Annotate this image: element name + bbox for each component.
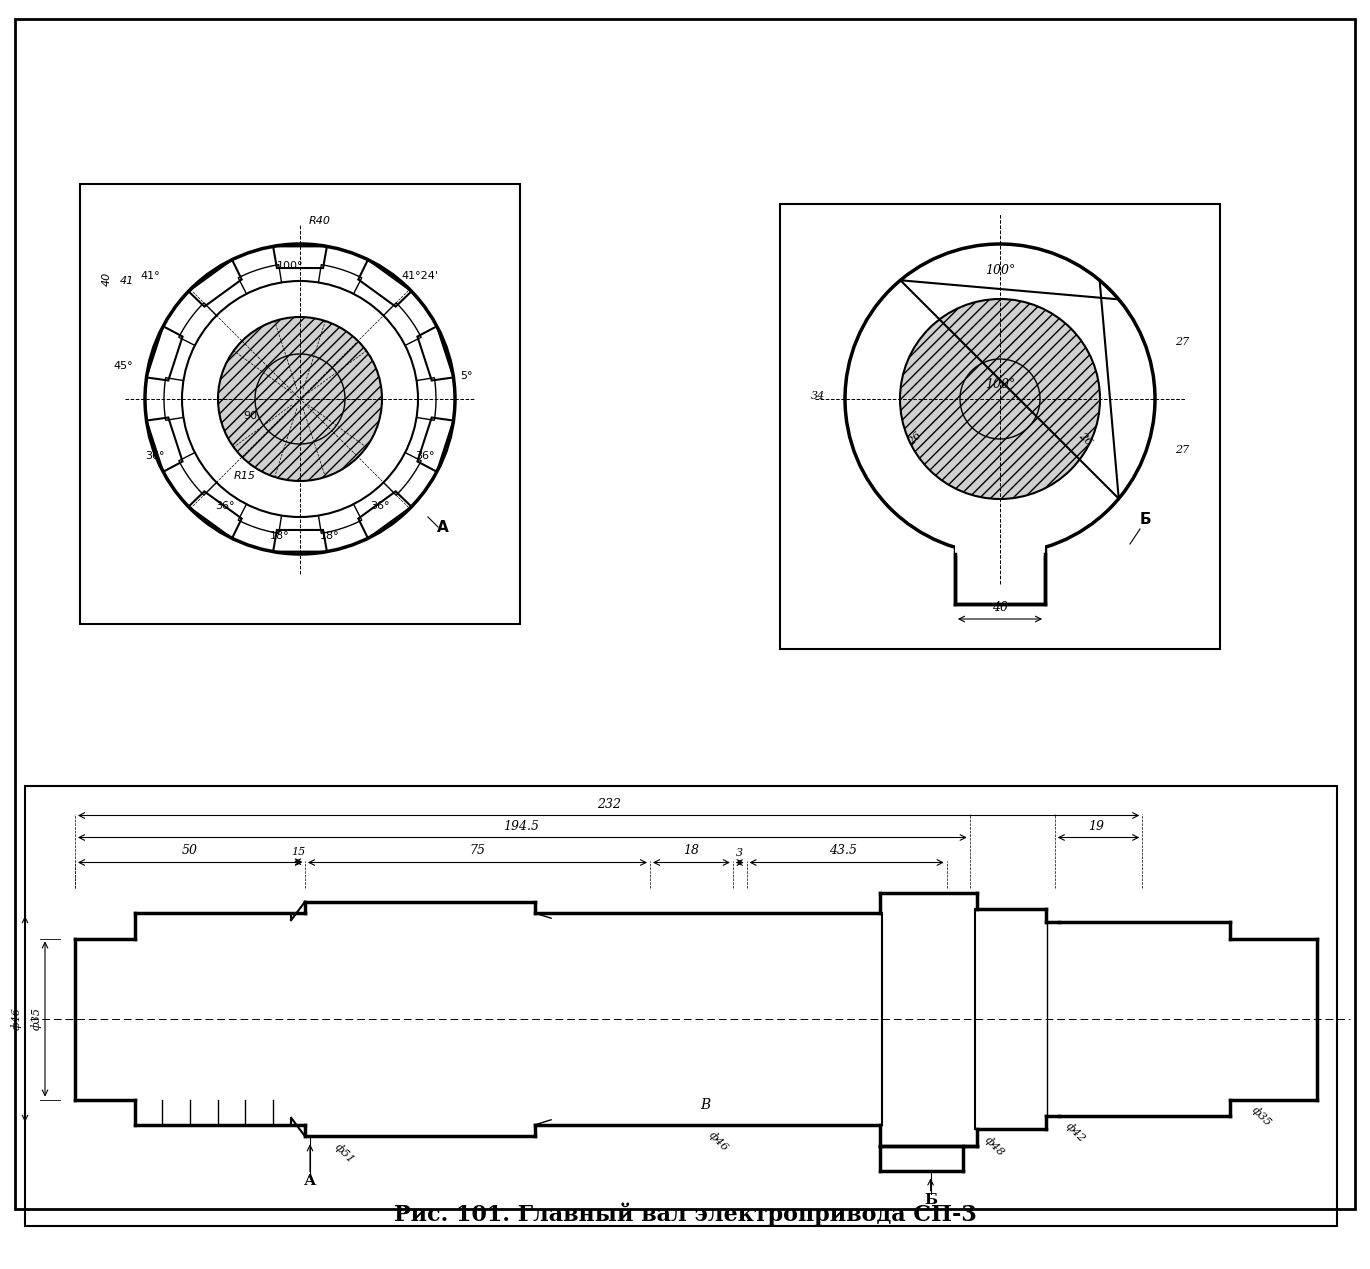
Circle shape (218, 317, 382, 481)
Text: R15: R15 (234, 471, 256, 481)
Text: 19: 19 (1088, 820, 1104, 832)
Text: ф35: ф35 (32, 1008, 42, 1030)
Text: 15: 15 (290, 846, 306, 857)
Text: 36°: 36° (370, 501, 389, 511)
Text: А: А (437, 520, 449, 536)
Text: Б: Б (1140, 511, 1151, 527)
Text: 36°: 36° (415, 450, 434, 461)
Text: 36°: 36° (215, 501, 234, 511)
Text: 5°: 5° (460, 371, 473, 381)
Text: В: В (700, 1098, 710, 1112)
Bar (780, 204, 1221, 648)
Text: 75: 75 (470, 844, 485, 858)
Text: 45°: 45° (114, 360, 133, 371)
Bar (955, 541, 1045, 556)
Text: 100°: 100° (985, 264, 1015, 277)
Text: 27: 27 (1175, 336, 1189, 346)
Text: 18°: 18° (270, 530, 290, 541)
Text: 100°: 100° (277, 261, 303, 272)
Text: 18: 18 (684, 844, 700, 858)
Text: ф42: ф42 (1064, 1121, 1088, 1145)
Text: 90: 90 (242, 411, 258, 421)
Text: 36°: 36° (145, 450, 164, 461)
Text: ф51: ф51 (333, 1141, 358, 1165)
Bar (25, 786, 1337, 1226)
Text: 194.5: 194.5 (503, 820, 540, 832)
Text: ф46: ф46 (707, 1129, 732, 1154)
Text: 40: 40 (101, 272, 112, 286)
Text: 26: 26 (906, 430, 923, 448)
Bar (955, 549, 1045, 604)
Text: 41°24': 41°24' (401, 272, 438, 280)
Text: 3: 3 (736, 848, 744, 858)
Text: 27: 27 (1175, 445, 1189, 456)
Text: 40: 40 (992, 602, 1008, 614)
Text: 50: 50 (182, 844, 199, 858)
Circle shape (900, 299, 1100, 499)
Text: 18°: 18° (321, 530, 340, 541)
Text: 34: 34 (811, 391, 825, 401)
Text: 41°: 41° (140, 272, 160, 280)
Text: 26: 26 (1077, 430, 1093, 448)
Text: R40: R40 (310, 216, 332, 226)
Text: А: А (304, 1174, 316, 1188)
Bar (79, 184, 521, 624)
Text: ф48: ф48 (984, 1134, 1007, 1159)
Text: Б: Б (923, 1194, 937, 1208)
Text: ф46: ф46 (11, 1008, 22, 1030)
Text: ф35: ф35 (1249, 1104, 1274, 1128)
Text: 41: 41 (119, 275, 134, 286)
Text: 100°: 100° (985, 377, 1015, 391)
Text: 43.5: 43.5 (829, 844, 858, 858)
Text: Рис. 101. Главный вал электропривода СП-3: Рис. 101. Главный вал электропривода СП-… (393, 1202, 977, 1226)
Text: 232: 232 (596, 797, 621, 811)
